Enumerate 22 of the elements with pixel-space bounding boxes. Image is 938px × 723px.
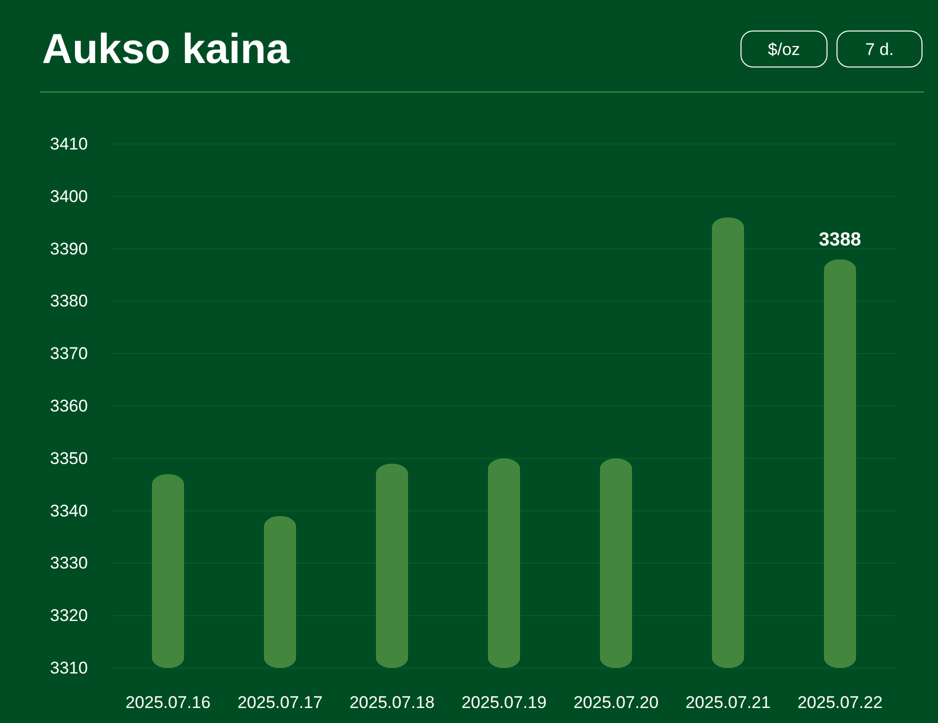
y-tick-label: 3320 [50, 606, 88, 626]
data-label: 3388 [818, 229, 862, 250]
y-tick-label: 3350 [50, 448, 88, 468]
x-tick-label: 2025.07.16 [125, 693, 211, 712]
y-tick-label: 3330 [50, 554, 88, 573]
x-tick-label: 2025.07.21 [685, 693, 771, 712]
x-tick-label: 2025.07.20 [573, 693, 659, 712]
x-tick-label: 2025.07.18 [349, 693, 435, 712]
y-tick-label: 3400 [50, 186, 88, 206]
x-tick-label: 2025.07.19 [461, 693, 547, 712]
y-tick-label: 3370 [50, 344, 88, 364]
y-tick-label: 3380 [50, 292, 88, 311]
chart-title: Aukso kaina [42, 25, 290, 72]
x-tick-label: 2025.07.22 [797, 693, 883, 712]
y-tick-label: 3360 [50, 396, 88, 416]
y-tick-label: 3310 [50, 658, 88, 678]
button: 7 d. [836, 30, 922, 68]
button: $/oz [740, 30, 828, 68]
y-tick-label: 3390 [50, 239, 88, 258]
y-tick-label: 3340 [50, 501, 88, 520]
x-tick-label: 2025.07.17 [237, 693, 323, 712]
y-tick-label: 3410 [50, 134, 88, 154]
